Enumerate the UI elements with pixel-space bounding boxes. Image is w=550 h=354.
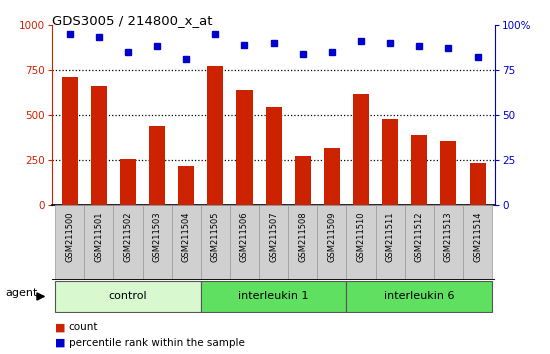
- Bar: [91, 86, 107, 205]
- Text: GSM211510: GSM211510: [356, 211, 366, 262]
- Text: GSM211508: GSM211508: [298, 211, 307, 262]
- Bar: [201, 205, 230, 280]
- Text: percentile rank within the sample: percentile rank within the sample: [69, 338, 245, 348]
- Bar: [288, 205, 317, 280]
- Bar: [55, 281, 201, 312]
- Bar: [113, 205, 142, 280]
- Text: GSM211502: GSM211502: [124, 211, 133, 262]
- Text: GSM211503: GSM211503: [152, 211, 162, 262]
- Bar: [470, 163, 486, 205]
- Text: GSM211500: GSM211500: [65, 211, 74, 262]
- Text: GSM211504: GSM211504: [182, 211, 191, 262]
- Bar: [178, 166, 194, 205]
- Text: GSM211514: GSM211514: [473, 211, 482, 262]
- Bar: [346, 281, 492, 312]
- Text: interleukin 1: interleukin 1: [238, 291, 309, 302]
- Text: GSM211507: GSM211507: [269, 211, 278, 262]
- Bar: [236, 90, 252, 205]
- Bar: [201, 281, 346, 312]
- Bar: [84, 205, 113, 280]
- Text: agent: agent: [6, 287, 38, 298]
- Bar: [55, 205, 84, 280]
- Bar: [411, 135, 427, 205]
- Text: GSM211513: GSM211513: [444, 211, 453, 262]
- Text: ■: ■: [55, 338, 65, 348]
- Bar: [120, 159, 136, 205]
- Bar: [346, 205, 376, 280]
- Bar: [376, 205, 405, 280]
- Bar: [172, 205, 201, 280]
- Bar: [382, 119, 398, 205]
- Text: GSM211511: GSM211511: [386, 211, 395, 262]
- Bar: [62, 77, 78, 205]
- Text: interleukin 6: interleukin 6: [384, 291, 454, 302]
- Bar: [295, 156, 311, 205]
- Text: control: control: [109, 291, 147, 302]
- Bar: [259, 205, 288, 280]
- Bar: [230, 205, 259, 280]
- Text: GSM211512: GSM211512: [415, 211, 424, 262]
- Bar: [353, 94, 369, 205]
- Bar: [324, 148, 340, 205]
- Bar: [207, 66, 223, 205]
- Bar: [266, 107, 282, 205]
- Text: GSM211506: GSM211506: [240, 211, 249, 262]
- Bar: [441, 141, 456, 205]
- Text: GSM211509: GSM211509: [327, 211, 337, 262]
- Bar: [142, 205, 172, 280]
- Text: count: count: [69, 322, 98, 332]
- Bar: [463, 205, 492, 280]
- Bar: [317, 205, 346, 280]
- Bar: [149, 126, 165, 205]
- Bar: [434, 205, 463, 280]
- Bar: [405, 205, 434, 280]
- Text: GDS3005 / 214800_x_at: GDS3005 / 214800_x_at: [52, 14, 213, 27]
- Text: ■: ■: [55, 322, 65, 332]
- Text: GSM211505: GSM211505: [211, 211, 220, 262]
- Text: GSM211501: GSM211501: [95, 211, 103, 262]
